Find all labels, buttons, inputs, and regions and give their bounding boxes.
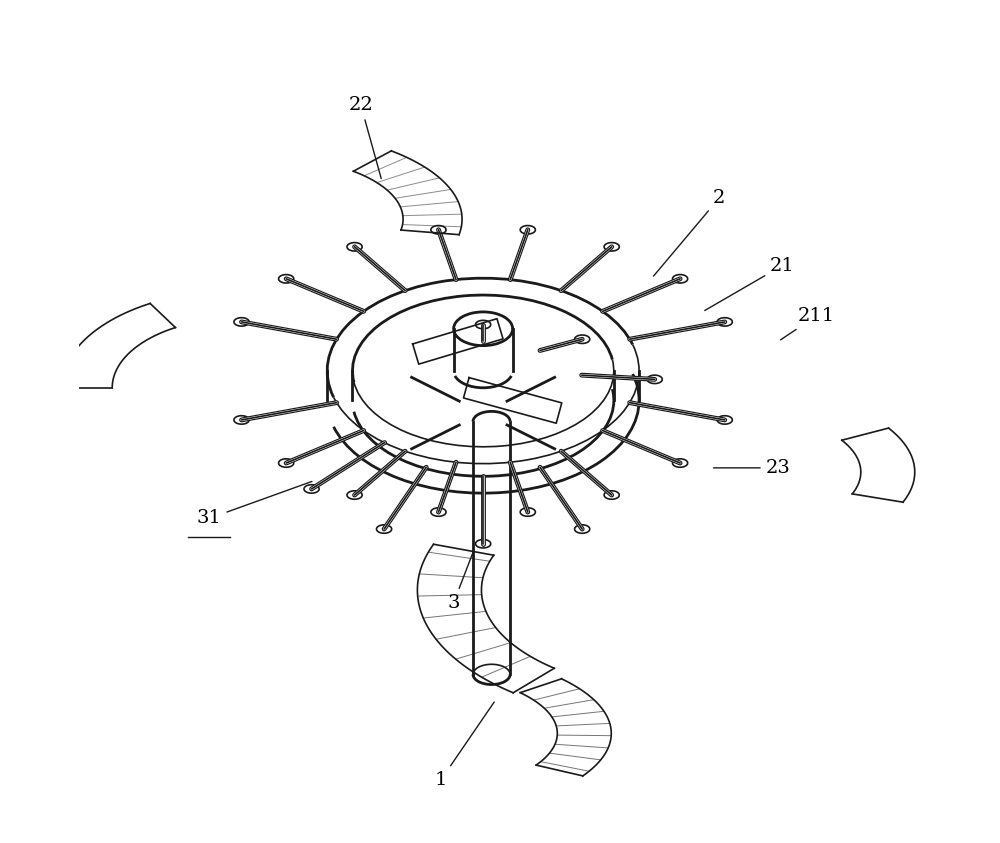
Text: 23: 23 — [714, 459, 791, 477]
Text: 31: 31 — [197, 481, 312, 528]
Text: 22: 22 — [349, 96, 381, 179]
Text: 1: 1 — [435, 702, 494, 789]
Text: 2: 2 — [654, 189, 725, 276]
Text: 3: 3 — [447, 550, 474, 612]
Text: 211: 211 — [781, 307, 835, 340]
Text: 21: 21 — [705, 256, 795, 310]
